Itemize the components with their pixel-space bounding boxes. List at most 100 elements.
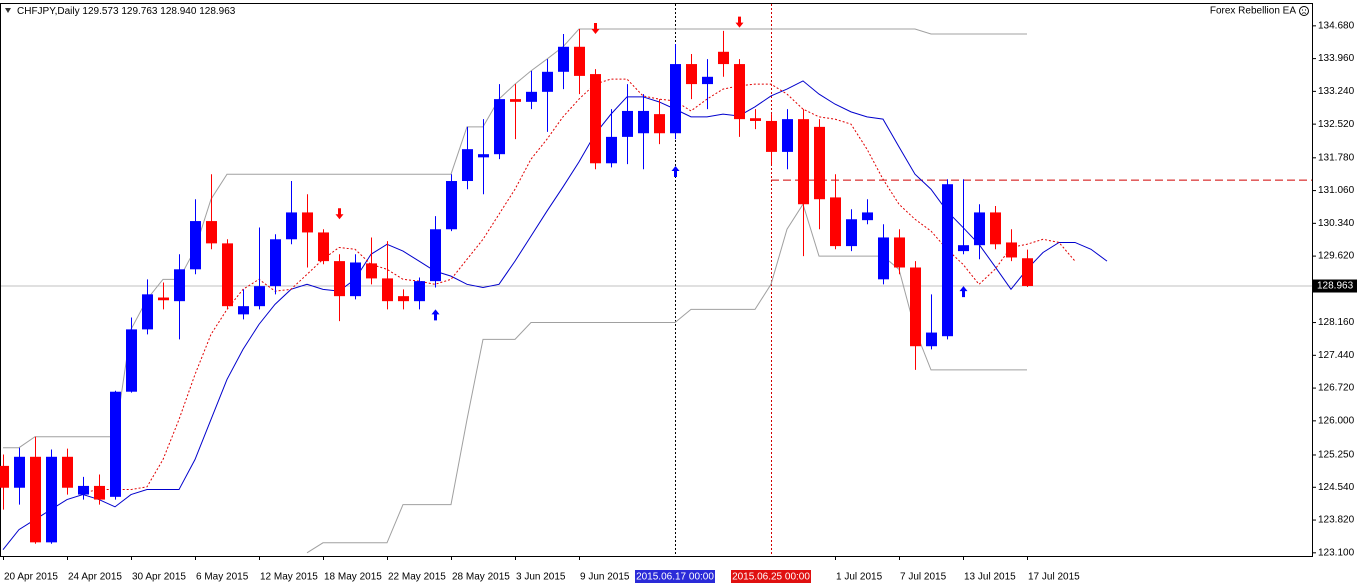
candle-body bbox=[766, 120, 777, 152]
candle-body bbox=[542, 71, 553, 92]
x-tick-label: 24 Apr 2015 bbox=[68, 572, 122, 583]
candle-body bbox=[238, 306, 249, 315]
indicator-line bbox=[306, 203, 1027, 554]
candle-body bbox=[366, 263, 377, 279]
header-close: 128.963 bbox=[199, 6, 236, 17]
candle-body bbox=[398, 296, 409, 302]
y-tick-label: 131.060 bbox=[1318, 185, 1355, 196]
candle-body bbox=[206, 221, 217, 244]
y-tick-label: 123.100 bbox=[1318, 547, 1355, 558]
candle-body bbox=[126, 329, 137, 392]
candle-body bbox=[190, 221, 201, 270]
candle-body bbox=[510, 99, 521, 102]
x-tick-label: 20 Apr 2015 bbox=[4, 572, 58, 583]
candle-body bbox=[14, 456, 25, 488]
y-tick-label: 128.160 bbox=[1318, 317, 1355, 328]
plot-frame bbox=[0, 3, 1313, 557]
candle-body bbox=[814, 126, 825, 200]
chart-header: CHFJPY,Daily 129.573 129.763 128.940 128… bbox=[17, 6, 236, 17]
candle-body bbox=[62, 456, 73, 488]
vertical-line-label: 2015.06.25 00:00 bbox=[732, 572, 810, 583]
indicator-line bbox=[3, 28, 1027, 449]
candle-body bbox=[622, 110, 633, 137]
candle-body bbox=[734, 64, 745, 120]
candle-body bbox=[302, 212, 313, 233]
x-tick-label: 18 May 2015 bbox=[324, 572, 382, 583]
candle-body bbox=[142, 294, 153, 330]
y-tick-label: 126.000 bbox=[1318, 415, 1355, 426]
expert-icon bbox=[1299, 6, 1309, 16]
candle-body bbox=[590, 74, 601, 164]
x-tick-label: 22 May 2015 bbox=[388, 572, 446, 583]
candle-body bbox=[286, 212, 297, 240]
candle-body bbox=[430, 229, 441, 282]
x-tick-label: 3 Jun 2015 bbox=[516, 572, 566, 583]
candle-body bbox=[46, 456, 57, 543]
vertical-line-label-box bbox=[635, 570, 715, 583]
candle-body bbox=[334, 261, 345, 297]
candle-body bbox=[878, 237, 889, 280]
vertical-line-label: 2015.06.17 00:00 bbox=[636, 572, 714, 583]
candle-body bbox=[94, 485, 105, 500]
header-high: 129.763 bbox=[121, 6, 158, 17]
candle-body bbox=[78, 485, 89, 495]
candle-body bbox=[974, 212, 985, 246]
candle-body bbox=[158, 297, 169, 301]
y-tick-label: 129.620 bbox=[1318, 251, 1355, 262]
candle-body bbox=[910, 267, 921, 347]
price-label-box bbox=[1313, 279, 1357, 293]
x-tick-label: 6 May 2015 bbox=[196, 572, 249, 583]
candle-body bbox=[174, 269, 185, 302]
candle-body bbox=[926, 332, 937, 347]
arrow-up bbox=[959, 286, 968, 298]
chart-title: CHFJPY,Daily bbox=[17, 6, 80, 17]
y-tick-label: 124.540 bbox=[1318, 482, 1355, 493]
candle-body bbox=[382, 278, 393, 302]
expert-label: Forex Rebellion EA bbox=[1210, 6, 1296, 17]
candle-body bbox=[414, 281, 425, 302]
arrow-down bbox=[335, 208, 344, 220]
candle-body bbox=[606, 136, 617, 164]
y-tick-label: 127.440 bbox=[1318, 350, 1355, 361]
x-tick-label: 12 May 2015 bbox=[260, 572, 318, 583]
candle-body bbox=[270, 239, 281, 287]
candle-body bbox=[558, 46, 569, 72]
candle-body bbox=[318, 232, 329, 262]
candle-body bbox=[478, 154, 489, 158]
candle-body bbox=[654, 114, 665, 134]
candle-body bbox=[830, 197, 841, 247]
candle-body bbox=[110, 391, 121, 497]
candle-body bbox=[894, 237, 905, 268]
candle-body bbox=[990, 212, 1001, 245]
candle-body bbox=[942, 184, 953, 337]
candle-body bbox=[862, 212, 873, 221]
x-tick-label: 7 Jul 2015 bbox=[900, 572, 947, 583]
arrow-down bbox=[591, 23, 600, 35]
candle-body bbox=[846, 219, 857, 247]
y-tick-label: 125.250 bbox=[1318, 450, 1355, 461]
candle-body bbox=[462, 149, 473, 182]
arrow-up bbox=[431, 309, 440, 321]
indicator-line bbox=[2, 80, 1108, 550]
candle-body bbox=[718, 51, 729, 65]
candle-body bbox=[350, 262, 361, 297]
candle-body bbox=[222, 243, 233, 307]
y-tick-label: 133.960 bbox=[1318, 53, 1355, 64]
candle-body bbox=[750, 118, 761, 121]
menu-icon[interactable] bbox=[5, 8, 11, 13]
x-tick-label: 28 May 2015 bbox=[452, 572, 510, 583]
candle-body bbox=[798, 119, 809, 205]
candle-body bbox=[446, 181, 457, 230]
y-tick-label: 134.680 bbox=[1318, 20, 1355, 31]
y-tick-label: 126.720 bbox=[1318, 383, 1355, 394]
x-tick-label: 9 Jun 2015 bbox=[580, 572, 630, 583]
candle-body bbox=[782, 119, 793, 152]
candle-body bbox=[574, 46, 585, 76]
y-tick-label: 130.340 bbox=[1318, 218, 1355, 229]
header-low: 128.940 bbox=[160, 6, 197, 17]
indicator-line bbox=[82, 78, 1076, 494]
x-tick-label: 17 Jul 2015 bbox=[1028, 572, 1080, 583]
header-open: 129.573 bbox=[82, 6, 119, 17]
